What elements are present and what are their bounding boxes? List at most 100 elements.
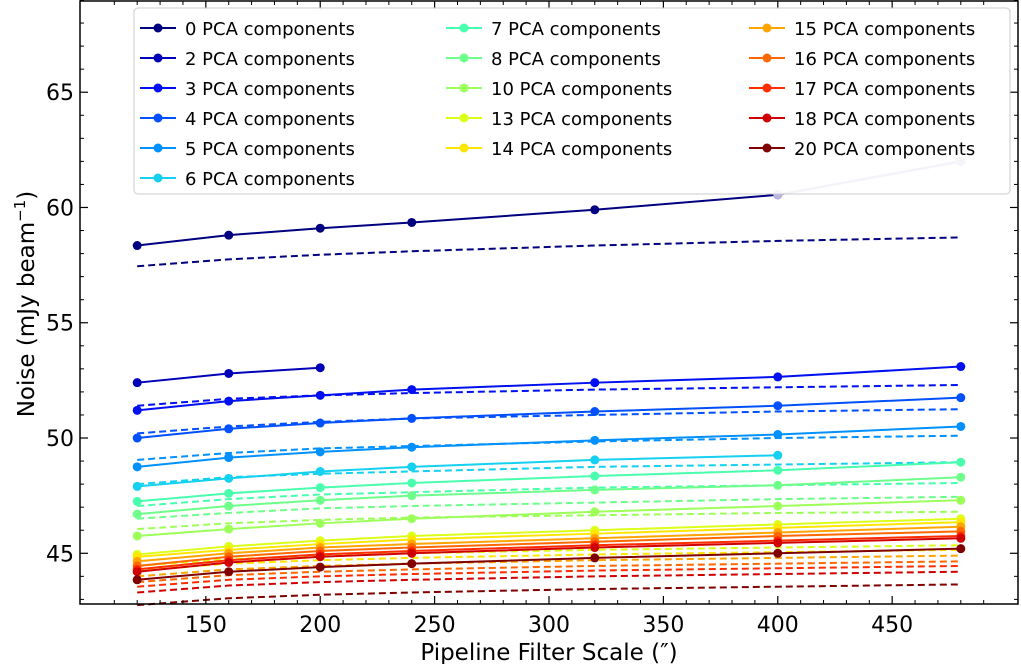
series-5-point xyxy=(132,481,142,491)
legend-entry-label: 0 PCA components xyxy=(185,19,355,40)
series-15-point xyxy=(132,575,142,585)
legend-entry-label: 5 PCA components xyxy=(185,139,355,160)
legend-entry-label: 16 PCA components xyxy=(794,49,975,70)
series-6-point xyxy=(407,478,417,488)
series-1-point xyxy=(224,368,234,378)
legend-swatch-marker xyxy=(153,173,163,183)
legend-swatch-marker xyxy=(153,83,163,93)
series-6-point xyxy=(590,471,600,481)
legend-entry-label: 6 PCA components xyxy=(185,169,355,190)
series-15-point xyxy=(224,567,234,577)
series-14-point xyxy=(773,538,783,548)
series-15-point xyxy=(315,562,325,572)
x-tick-label: 400 xyxy=(757,613,799,638)
series-14-dashed-line xyxy=(137,570,961,594)
x-tick-label: 300 xyxy=(528,613,570,638)
series-7-dashed-line xyxy=(137,495,961,520)
legend-swatch-marker xyxy=(762,143,772,153)
legend-entry-label: 20 PCA components xyxy=(794,139,975,160)
legend-entry-label: 4 PCA components xyxy=(185,109,355,130)
series-15-dashed-line xyxy=(137,583,961,607)
series-3-point xyxy=(132,433,142,443)
series-15-point xyxy=(956,544,966,554)
series-1-point xyxy=(315,363,325,373)
series-0-point xyxy=(590,205,600,215)
x-axis-label: Pipeline Filter Scale (″) xyxy=(420,640,677,664)
series-13-dashed-line xyxy=(137,564,961,588)
series-15-point xyxy=(407,559,417,569)
series-7-point xyxy=(224,501,234,511)
series-8-point xyxy=(590,507,600,517)
series-8-point xyxy=(132,531,142,541)
series-layer xyxy=(132,156,966,607)
series-6-point xyxy=(315,483,325,493)
series-15-point xyxy=(590,553,600,563)
series-0-dashed-line xyxy=(137,236,961,268)
series-5-point xyxy=(590,455,600,465)
series-14-point xyxy=(315,552,325,562)
legend-entry-label: 8 PCA components xyxy=(491,49,661,70)
series-5-line xyxy=(137,454,778,488)
legend-swatch-marker xyxy=(459,53,469,63)
series-2-point xyxy=(132,405,142,415)
y-axis-label-superscript: −1 xyxy=(11,200,29,222)
legend-swatch-marker xyxy=(153,143,163,153)
legend-swatch-marker xyxy=(459,143,469,153)
series-0-point xyxy=(315,223,325,233)
legend-entry-label: 13 PCA components xyxy=(491,109,672,130)
x-tick-label: 450 xyxy=(871,613,913,638)
series-2-point xyxy=(773,372,783,382)
series-0-point xyxy=(132,241,142,251)
legend-swatch-marker xyxy=(153,113,163,123)
y-tick-label: 50 xyxy=(46,427,74,452)
series-7-point xyxy=(590,485,600,495)
legend-swatch-marker xyxy=(762,23,772,33)
series-14-point xyxy=(132,567,142,577)
series-5-point xyxy=(224,473,234,483)
legend-entry-label: 10 PCA components xyxy=(491,79,672,100)
series-6-point xyxy=(132,496,142,506)
series-8-point xyxy=(315,518,325,528)
legend-entry-label: 18 PCA components xyxy=(794,109,975,130)
legend-swatch-marker xyxy=(153,53,163,63)
series-3-point xyxy=(773,401,783,411)
series-8-point xyxy=(956,495,966,505)
series-0-point xyxy=(407,217,417,227)
x-tick-label: 350 xyxy=(642,613,684,638)
legend-entry-label: 3 PCA components xyxy=(185,79,355,100)
series-3-point xyxy=(407,413,417,423)
series-0-point xyxy=(224,230,234,240)
series-7-point xyxy=(315,495,325,505)
x-tick-label: 250 xyxy=(414,613,456,638)
legend-entry-label: 14 PCA components xyxy=(491,139,672,160)
legend-swatch-marker xyxy=(459,113,469,123)
x-tick-label: 200 xyxy=(299,613,341,638)
series-2-point xyxy=(407,385,417,395)
series-2-point xyxy=(224,396,234,406)
series-4-point xyxy=(132,462,142,472)
series-7-point xyxy=(407,491,417,501)
series-8-dashed-line xyxy=(137,510,961,531)
series-3-point xyxy=(590,407,600,417)
series-4-point xyxy=(407,442,417,452)
series-6-point xyxy=(773,465,783,475)
series-7-point xyxy=(773,480,783,490)
legend-swatch-marker xyxy=(459,83,469,93)
y-tick-label: 55 xyxy=(46,312,74,337)
series-3-point xyxy=(224,424,234,434)
y-axis-label-main: Noise (mJy beam xyxy=(14,222,40,417)
series-4-point xyxy=(315,447,325,457)
series-1-point xyxy=(132,378,142,388)
y-tick-label: 60 xyxy=(46,196,74,221)
legend-swatch-marker xyxy=(762,83,772,93)
legend-swatch-marker xyxy=(762,53,772,63)
series-7-point xyxy=(956,472,966,482)
series-14-point xyxy=(224,558,234,568)
series-14-point xyxy=(956,533,966,543)
series-3-point xyxy=(956,393,966,403)
legend-entry-label: 2 PCA components xyxy=(185,49,355,70)
legend-entry-label: 7 PCA components xyxy=(491,19,661,40)
series-4-point xyxy=(773,430,783,440)
series-8-point xyxy=(407,514,417,524)
